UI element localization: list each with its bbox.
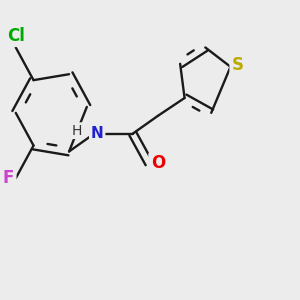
Text: O: O: [151, 154, 165, 172]
Text: S: S: [232, 56, 244, 74]
Text: N: N: [91, 126, 103, 141]
Text: F: F: [3, 169, 14, 187]
Text: Cl: Cl: [7, 27, 25, 45]
Text: H: H: [71, 124, 82, 138]
